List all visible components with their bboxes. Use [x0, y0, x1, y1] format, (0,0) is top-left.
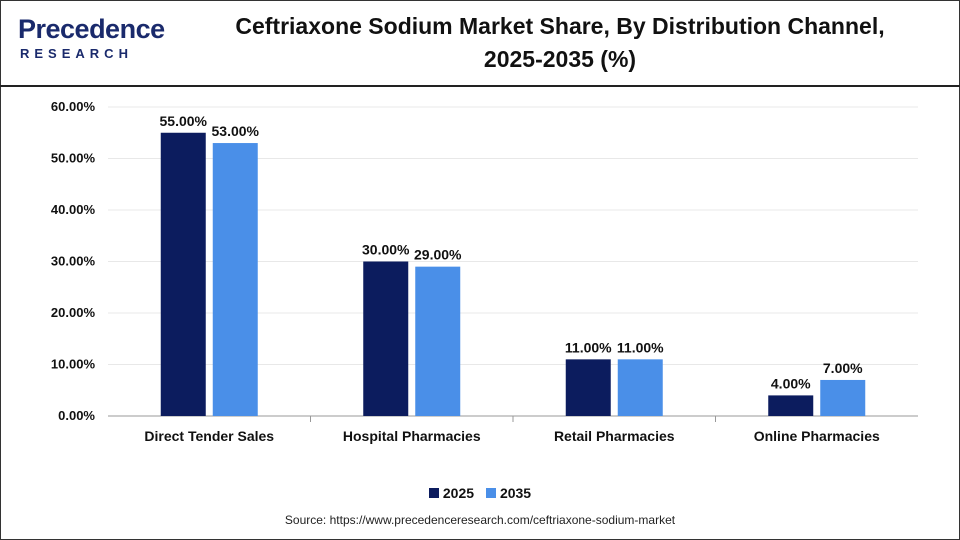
y-tick-label: 40.00%: [51, 202, 96, 217]
y-tick-label: 60.00%: [51, 99, 96, 114]
y-tick-label: 0.00%: [58, 408, 95, 423]
y-tick-label: 20.00%: [51, 305, 96, 320]
bar-2035: [617, 359, 663, 416]
bar-2025: [160, 132, 206, 416]
chart-title: Ceftriaxone Sodium Market Share, By Dist…: [180, 10, 940, 76]
data-label: 11.00%: [617, 339, 664, 355]
bar-2025: [363, 261, 409, 416]
source-note: Source: https://www.precedenceresearch.c…: [284, 513, 676, 527]
brand-logo: Precedence RESEARCH: [18, 14, 168, 64]
data-label: 30.00%: [362, 242, 410, 258]
y-tick-label: 30.00%: [51, 254, 96, 269]
data-label: 4.00%: [771, 375, 811, 391]
brand-name: Precedence: [18, 14, 165, 44]
bar-2025: [768, 395, 814, 416]
legend-item-2035: 2035: [485, 485, 532, 501]
bar-2035: [820, 379, 866, 416]
bar-2035: [212, 143, 258, 417]
header: Precedence RESEARCH Ceftriaxone Sodium M…: [0, 0, 960, 87]
legend-swatch-2025: [428, 488, 439, 499]
legend-swatch-2035: [485, 488, 496, 499]
data-label: 29.00%: [414, 247, 462, 263]
data-label: 53.00%: [212, 123, 260, 139]
x-tick-label: Hospital Pharmacies: [343, 428, 481, 444]
chart-title-line2: 2025-2035 (%): [483, 46, 637, 72]
bar-2025: [565, 359, 611, 416]
legend: 2025 2035: [0, 485, 960, 501]
data-label: 55.00%: [160, 113, 208, 129]
y-tick-label: 10.00%: [51, 357, 96, 372]
legend-label-2025: 2025: [442, 485, 475, 501]
brand-sub: RESEARCH: [20, 46, 133, 61]
data-label: 7.00%: [823, 360, 863, 376]
data-label: 11.00%: [565, 339, 612, 355]
chart-title-line1: Ceftriaxone Sodium Market Share, By Dist…: [235, 13, 885, 39]
legend-item-2025: 2025: [428, 485, 475, 501]
bar-chart: 0.00% 10.00% 20.00% 30.00% 40.00% 50.00% 60.00…: [51, 99, 918, 444]
legend-label-2035: 2035: [499, 485, 532, 501]
y-tick-label: 50.00%: [51, 151, 96, 166]
x-tick-label: Retail Pharmacies: [554, 428, 675, 444]
x-tick-label: Online Pharmacies: [754, 428, 880, 444]
x-tick-label: Direct Tender Sales: [144, 428, 274, 444]
bar-2035: [415, 266, 461, 416]
